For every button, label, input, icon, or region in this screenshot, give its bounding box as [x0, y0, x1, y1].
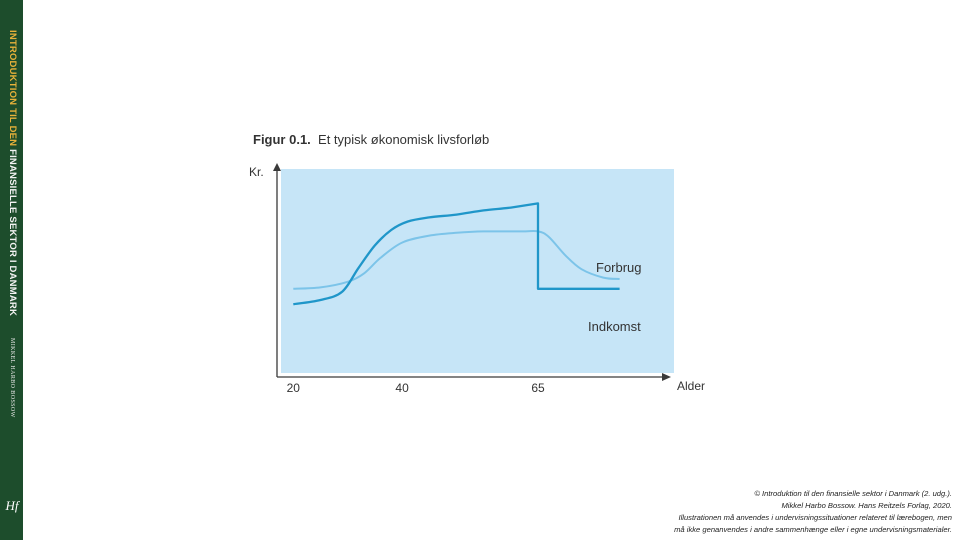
figure-label: Figur 0.1.	[253, 132, 311, 147]
copyright-notice: © Introduktion til den finansielle sekto…	[674, 488, 952, 536]
plot-background	[281, 169, 674, 373]
x-tick-label: 40	[395, 381, 409, 395]
copyright-line: Mikkel Harbo Bossow. Hans Reitzels Forla…	[781, 501, 952, 510]
series-labels: Forbrug Indkomst	[588, 260, 642, 334]
figure-title: Figur 0.1. Et typisk økonomisk livsforlø…	[253, 132, 489, 147]
lifecycle-chart: Kr. Alder 20 40 65 Forbrug Indkomst	[249, 163, 705, 395]
x-axis-arrow	[662, 373, 671, 381]
y-axis-label: Kr.	[249, 165, 264, 179]
copyright-line: Illustrationen må anvendes i undervisnin…	[678, 513, 952, 522]
series-label-forbrug: Forbrug	[596, 260, 642, 275]
x-tick-label: 65	[531, 381, 545, 395]
y-axis-arrow	[273, 163, 281, 171]
book-spine: INTRODUKTION TIL DEN FINANSIELLE SEKTOR …	[0, 0, 23, 540]
series-line-forbrug	[293, 230, 620, 290]
x-axis-label: Alder	[677, 379, 705, 393]
spine-title-part2: FINANSIELLE SEKTOR I DANMARK	[7, 149, 18, 317]
series-line-indkomst	[293, 202, 620, 306]
series-layer	[293, 202, 620, 306]
publisher-logo: Hf	[5, 498, 19, 513]
x-tick-labels: 20 40 65	[287, 381, 545, 395]
spine-title-part1: INTRODUKTION TIL DEN	[7, 30, 18, 147]
spine-author: MIKKEL HARBO BOSSOW	[9, 338, 15, 418]
copyright-line: © Introduktion til den finansielle sekto…	[754, 489, 952, 498]
spine-title: INTRODUKTION TIL DEN FINANSIELLE SEKTOR …	[7, 30, 18, 316]
copyright-line: må ikke genanvendes i andre sammenhænge …	[674, 525, 952, 534]
figure-title-text: Et typisk økonomisk livsforløb	[318, 132, 490, 147]
x-tick-label: 20	[287, 381, 301, 395]
series-label-indkomst: Indkomst	[588, 319, 641, 334]
